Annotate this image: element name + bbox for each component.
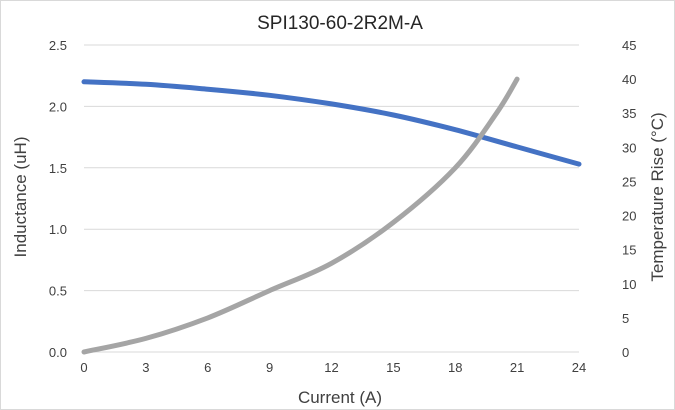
y2-tick-label: 30 <box>622 140 636 155</box>
y2-tick-label: 0 <box>622 345 629 360</box>
x-tick-label: 3 <box>142 360 149 375</box>
x-tick-label: 15 <box>386 360 400 375</box>
x-axis-ticks: 0 3 6 9 12 15 18 21 24 <box>80 360 586 375</box>
x-axis-label: Current (A) <box>298 388 382 407</box>
x-tick-label: 6 <box>204 360 211 375</box>
y2-axis-label: Temperature Rise (°C) <box>648 112 667 281</box>
series-group <box>81 76 582 355</box>
y2-tick-label: 20 <box>622 209 636 224</box>
y2-tick-label: 35 <box>622 106 636 121</box>
x-tick-label: 18 <box>448 360 462 375</box>
y2-tick-label: 5 <box>622 311 629 326</box>
y-tick-label: 0.0 <box>49 345 67 360</box>
inductance-series-line <box>81 79 582 167</box>
x-tick-label: 9 <box>266 360 273 375</box>
y-axis-ticks: 0.0 0.5 1.0 1.5 2.0 2.5 <box>49 38 67 360</box>
chart-title: SPI130-60-2R2M-A <box>257 13 423 34</box>
y2-tick-label: 40 <box>622 72 636 87</box>
y2-tick-label: 25 <box>622 174 636 189</box>
x-tick-label: 12 <box>324 360 338 375</box>
y-axis-label: Inductance (uH) <box>11 137 30 258</box>
y-tick-label: 1.0 <box>49 222 67 237</box>
y2-axis-ticks: 0 5 10 15 20 25 30 35 40 45 <box>622 38 636 360</box>
x-tick-label: 21 <box>510 360 524 375</box>
y2-tick-label: 45 <box>622 38 636 53</box>
x-tick-label: 24 <box>572 360 586 375</box>
y-tick-label: 2.5 <box>49 38 67 53</box>
y2-tick-label: 15 <box>622 243 636 258</box>
temperature-rise-series-line <box>81 76 520 355</box>
y-tick-label: 0.5 <box>49 284 67 299</box>
x-tick-label: 0 <box>80 360 87 375</box>
y-tick-label: 1.5 <box>49 161 67 176</box>
y-tick-label: 2.0 <box>49 99 67 114</box>
y2-tick-label: 10 <box>622 277 636 292</box>
